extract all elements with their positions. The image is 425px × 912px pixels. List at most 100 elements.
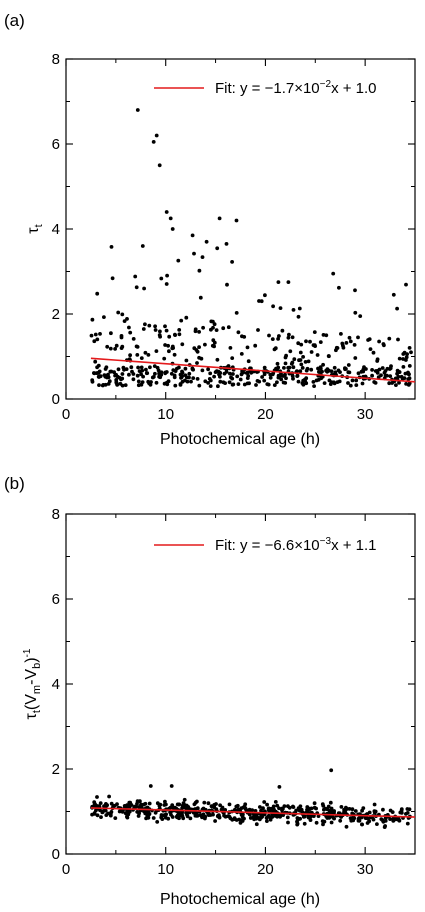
panel-a-label: (a) <box>4 11 25 30</box>
data-point <box>162 356 167 361</box>
data-point <box>192 251 196 256</box>
data-point <box>397 380 401 385</box>
data-point <box>137 805 141 809</box>
data-point <box>164 328 169 333</box>
data-point <box>267 333 271 338</box>
data-point <box>106 811 110 816</box>
data-point <box>212 374 217 379</box>
data-point <box>262 800 267 804</box>
data-point <box>275 367 279 372</box>
data-point <box>217 216 222 221</box>
data-point <box>277 785 282 789</box>
data-point <box>135 373 140 378</box>
data-point <box>228 346 233 350</box>
panel-a-legend: Fit: y = −1.7×10−2x + 1.0 <box>154 79 377 97</box>
data-point <box>154 133 159 138</box>
panel-b-ylabel-end: ) <box>23 657 40 662</box>
data-point <box>158 334 163 339</box>
data-point <box>407 807 412 812</box>
data-point <box>162 803 167 807</box>
data-point <box>148 365 152 370</box>
data-point <box>177 328 182 332</box>
data-point <box>109 245 114 249</box>
data-point <box>218 803 223 808</box>
data-point <box>387 336 392 341</box>
data-point <box>346 363 351 367</box>
data-point <box>314 820 319 825</box>
data-point <box>95 365 99 370</box>
data-point <box>136 365 141 370</box>
data-point <box>390 381 394 385</box>
data-point <box>234 311 239 315</box>
data-point <box>319 376 324 381</box>
data-point <box>201 812 206 817</box>
data-point <box>142 286 147 291</box>
data-point <box>334 345 339 350</box>
data-point <box>348 383 353 388</box>
panel-b-legend-prefix: Fit: y = −6.6×10 <box>215 537 320 554</box>
data-point <box>226 325 231 330</box>
data-point <box>265 819 269 823</box>
data-point <box>344 341 349 345</box>
data-point <box>407 364 412 368</box>
data-point <box>159 276 164 281</box>
panel-a-points <box>89 108 413 389</box>
data-point <box>377 339 381 344</box>
data-point <box>368 347 373 351</box>
data-point <box>282 366 286 370</box>
panel-b-legend-suffix: x + 1.1 <box>331 537 376 554</box>
data-point <box>185 379 190 384</box>
data-point <box>272 347 277 352</box>
data-point <box>262 372 267 377</box>
data-point <box>153 328 158 332</box>
data-point <box>235 803 240 808</box>
data-point <box>292 357 297 362</box>
data-point <box>128 330 133 335</box>
data-point <box>157 163 162 168</box>
data-point <box>218 374 222 379</box>
data-point <box>167 334 172 339</box>
panel-a-legend-text: Fit: y = −1.7×10−2x + 1.0 <box>215 79 377 97</box>
data-point <box>215 357 220 362</box>
panel-a-legend-prefix: Fit: y = −1.7×10 <box>215 80 320 97</box>
y-tick-label: 8 <box>52 506 60 523</box>
data-point <box>354 378 359 383</box>
data-point <box>317 370 321 374</box>
data-point <box>406 372 411 377</box>
data-point <box>300 810 305 814</box>
data-point <box>141 327 146 331</box>
data-point <box>347 807 352 811</box>
data-point <box>97 375 101 379</box>
data-point <box>409 350 413 355</box>
data-point <box>90 812 94 817</box>
data-point <box>372 802 377 807</box>
data-point <box>140 244 145 248</box>
data-point <box>273 800 278 804</box>
data-point <box>120 372 125 376</box>
data-point <box>125 317 129 321</box>
data-point <box>256 328 260 332</box>
data-point <box>366 338 370 342</box>
data-point <box>262 365 267 370</box>
data-point <box>164 210 169 214</box>
data-point <box>404 282 408 287</box>
data-point <box>258 805 262 809</box>
data-point <box>320 369 324 374</box>
data-point <box>210 343 215 348</box>
data-point <box>113 373 117 378</box>
data-point <box>228 371 232 376</box>
data-point <box>215 246 220 251</box>
data-point <box>347 335 352 340</box>
data-point <box>230 376 235 381</box>
data-point <box>170 815 175 819</box>
data-point <box>108 346 113 351</box>
data-point <box>379 373 383 378</box>
data-point <box>399 807 404 812</box>
x-tick-label: 0 <box>62 861 70 878</box>
data-point <box>297 306 302 311</box>
data-point <box>405 352 409 356</box>
data-point <box>217 813 221 818</box>
data-point <box>257 299 261 303</box>
data-point <box>324 368 328 373</box>
data-point <box>206 801 211 806</box>
